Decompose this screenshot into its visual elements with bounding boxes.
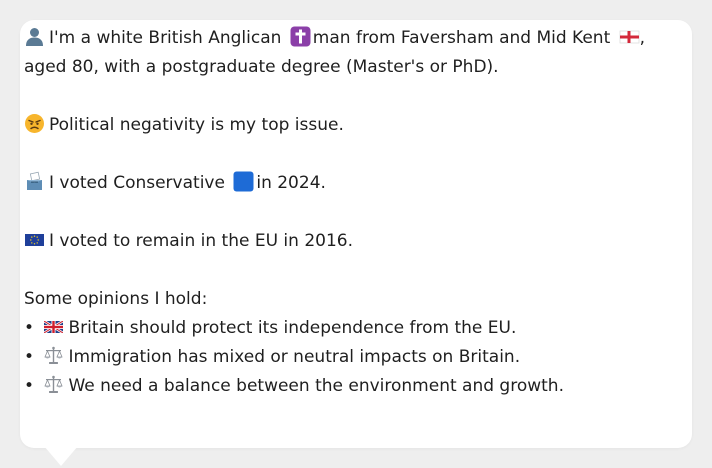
bullet: • <box>24 376 35 396</box>
opinions-section: Some opinions I hold: • Britain s <box>24 285 654 401</box>
opinion-text: Immigration has mixed or neutral impacts… <box>68 347 521 367</box>
england-flag-icon <box>619 26 640 47</box>
opinion-item: • Immigration has mixed or neutral impac… <box>24 343 654 372</box>
angry-face-icon <box>24 113 45 134</box>
top-issue-text: Political negativity is my top issue. <box>49 115 344 135</box>
top-issue-paragraph: Political negativity is my top issue. <box>24 111 654 140</box>
uk-flag-icon <box>43 316 64 337</box>
bullet: • <box>24 318 35 338</box>
ballot-box-icon <box>24 171 45 192</box>
message-card <box>20 20 692 448</box>
eu-flag-icon <box>24 229 45 250</box>
intro-text-3: , <box>639 28 646 48</box>
bullet: • <box>24 347 35 367</box>
vote-2024-text-1: I voted Conservative <box>49 173 225 193</box>
scales-icon <box>43 374 64 395</box>
blue-square-icon <box>233 171 254 192</box>
vote-2024-paragraph: I voted Conservative in 2024. <box>24 169 654 198</box>
intro-text-line-2: aged 80, with a postgraduate degree (Mas… <box>24 57 499 77</box>
latin-cross-icon <box>290 26 311 47</box>
intro-paragraph: I'm a white British Anglican man from Fa… <box>24 24 654 82</box>
persona-description: I'm a white British Anglican man from Fa… <box>24 24 654 401</box>
vote-2016-text: I voted to remain in the EU in 2016. <box>49 231 353 251</box>
scales-icon <box>43 345 64 366</box>
person-icon <box>24 26 45 47</box>
opinion-text: We need a balance between the environmen… <box>68 376 564 396</box>
opinion-text: Britain should protect its independence … <box>68 318 517 338</box>
opinion-item: • We need a balance between the environm… <box>24 372 654 401</box>
vote-2016-paragraph: I voted to remain in the EU in 2016. <box>24 227 654 256</box>
opinion-item: • Britain should protect its independenc… <box>24 314 654 343</box>
vote-2024-text-2: in 2024. <box>256 173 326 193</box>
intro-text-1: I'm a white British Anglican <box>49 28 282 48</box>
intro-text-2: man from Faversham and Mid Kent <box>312 28 611 48</box>
speech-bubble-tail <box>44 446 78 466</box>
opinions-heading: Some opinions I hold: <box>24 289 208 309</box>
